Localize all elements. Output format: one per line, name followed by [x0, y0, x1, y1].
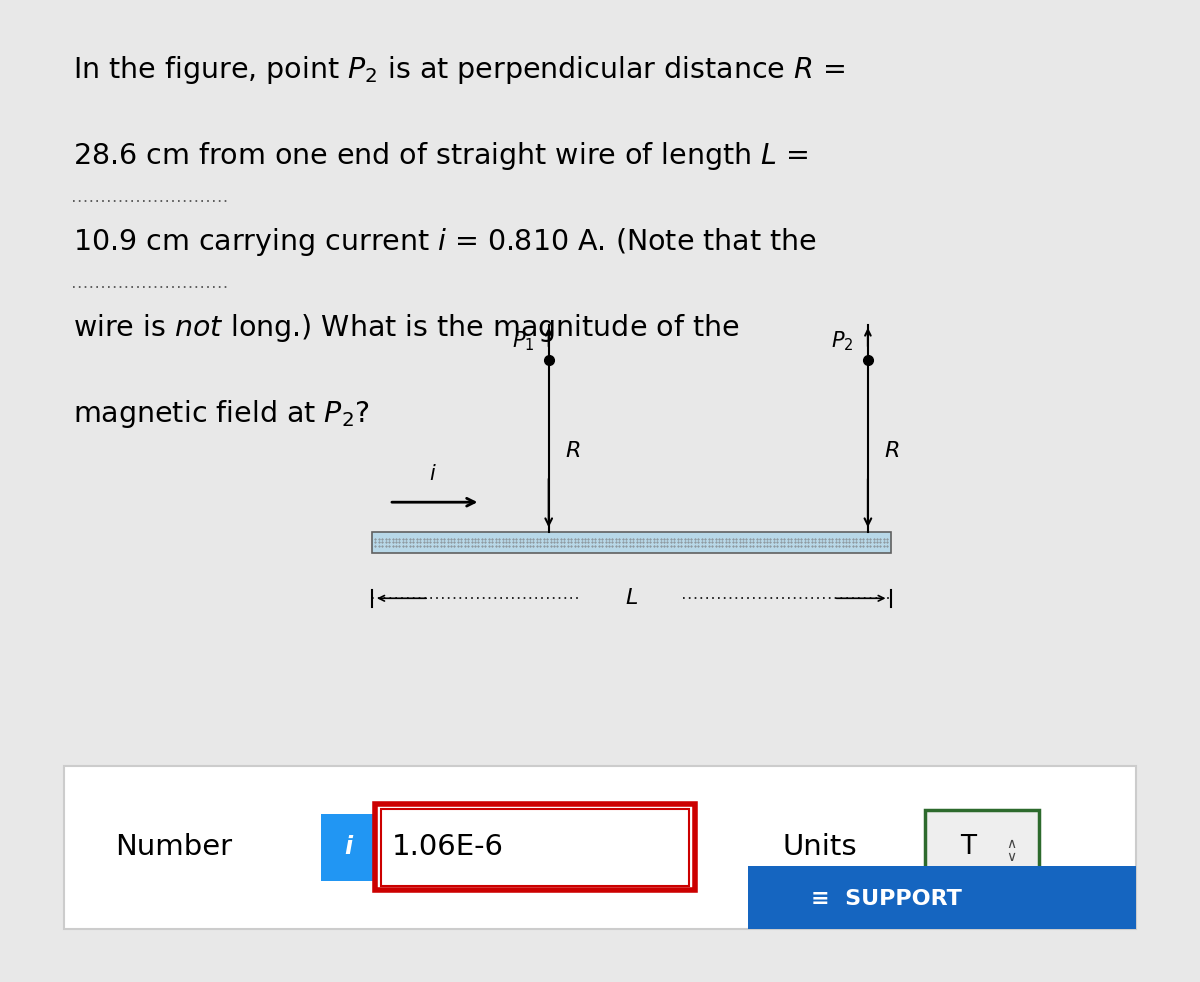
Text: $R$: $R$: [884, 441, 899, 462]
Text: 10.9 cm carrying current $i$ = 0.810 A. (Note that the: 10.9 cm carrying current $i$ = 0.810 A. …: [73, 226, 817, 258]
Text: i: i: [344, 836, 352, 859]
Text: $P_2$: $P_2$: [832, 329, 854, 353]
Bar: [372, 532, 890, 553]
Bar: [382, 809, 689, 886]
Text: In the figure, point $P_2$ is at perpendicular distance $R$ =: In the figure, point $P_2$ is at perpend…: [73, 54, 846, 86]
Text: 1.06E-6: 1.06E-6: [391, 834, 503, 861]
Text: ≡  SUPPORT: ≡ SUPPORT: [811, 889, 961, 908]
Text: magnetic field at $P_2$?: magnetic field at $P_2$?: [73, 398, 370, 430]
Text: ∨: ∨: [1006, 849, 1016, 864]
Text: $L$: $L$: [625, 588, 638, 608]
Text: wire is $\it{not}$ long.) What is the magnitude of the: wire is $\it{not}$ long.) What is the ma…: [73, 312, 740, 344]
Bar: [320, 814, 376, 881]
Bar: [925, 810, 1039, 885]
Text: Units: Units: [782, 834, 857, 861]
Text: $P_1$: $P_1$: [512, 329, 535, 353]
Text: $i$: $i$: [430, 464, 437, 483]
Text: $R$: $R$: [565, 441, 580, 462]
Bar: [64, 766, 1135, 929]
Text: ∧: ∧: [1006, 837, 1016, 850]
Text: Number: Number: [115, 834, 233, 861]
Bar: [376, 804, 695, 891]
Text: T: T: [960, 835, 977, 860]
Bar: [749, 866, 1135, 929]
Text: 28.6 cm from one end of straight wire of length $L$ =: 28.6 cm from one end of straight wire of…: [73, 140, 809, 172]
